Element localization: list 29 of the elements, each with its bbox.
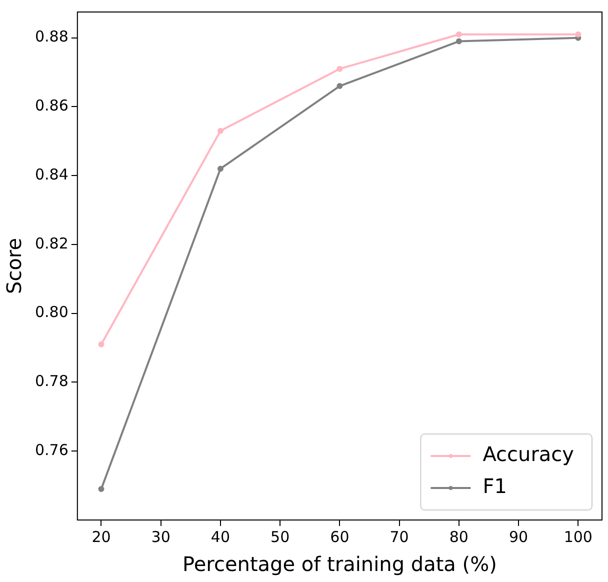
point: [456, 38, 462, 44]
x-tick-label: 60: [330, 528, 350, 546]
y-tick-label: 0.88: [34, 28, 68, 46]
x-tick-label: 40: [210, 528, 230, 546]
y-tick-label: 0.80: [34, 303, 68, 322]
y-tick-label: 0.82: [34, 234, 68, 252]
point: [336, 66, 343, 72]
y-tick-label: 0.86: [34, 96, 68, 115]
x-tick-label: 90: [508, 528, 528, 546]
x-axis-title: Percentage of training data (%): [182, 552, 497, 576]
y-tick-label: 0.78: [34, 372, 68, 390]
point: [575, 31, 582, 38]
x-tick-label: 20: [92, 528, 111, 546]
x-tick-label: 70: [390, 528, 409, 546]
x-tick-label: 80: [449, 528, 468, 546]
y-tick-label: 0.84: [34, 165, 68, 184]
y-axis-title: Score: [2, 238, 26, 294]
point: [98, 486, 104, 492]
y-tick-label: 0.76: [34, 441, 68, 460]
legend-label: F1: [482, 474, 507, 498]
x-tick-label: 100: [564, 528, 592, 546]
point: [456, 31, 462, 38]
x-tick-label: 50: [270, 528, 290, 546]
point: [98, 341, 104, 348]
x-tick-label: 30: [151, 528, 170, 546]
point: [217, 128, 224, 134]
point: [217, 166, 224, 172]
legend-label: Accuracy: [482, 442, 574, 466]
point: [336, 83, 343, 90]
